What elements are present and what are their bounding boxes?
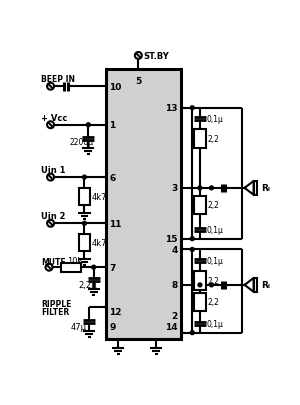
Text: 0,1μ: 0,1μ: [206, 226, 223, 234]
Text: 4k7: 4k7: [92, 192, 107, 201]
Text: ST.BY: ST.BY: [144, 52, 169, 61]
Text: 4: 4: [171, 245, 178, 254]
Bar: [106, 70, 181, 339]
Circle shape: [190, 248, 194, 252]
Polygon shape: [244, 278, 253, 292]
Circle shape: [210, 283, 213, 287]
Text: MUTE: MUTE: [41, 258, 66, 266]
Bar: [194, 130, 206, 149]
Circle shape: [190, 331, 194, 335]
Circle shape: [198, 186, 202, 190]
Text: 6: 6: [109, 173, 115, 182]
Text: Uin 1: Uin 1: [41, 166, 66, 175]
Bar: [194, 271, 206, 290]
Bar: [254, 181, 257, 195]
Text: Uin 2: Uin 2: [41, 211, 66, 221]
Circle shape: [82, 176, 86, 179]
Text: 14: 14: [165, 322, 178, 331]
Text: Rₗ: Rₗ: [262, 184, 270, 193]
Circle shape: [210, 186, 213, 190]
Circle shape: [190, 107, 194, 111]
Circle shape: [92, 266, 96, 269]
Text: 0,1μ: 0,1μ: [206, 256, 223, 265]
Text: 7: 7: [109, 263, 116, 272]
Bar: [254, 278, 257, 292]
Text: 1: 1: [109, 121, 115, 130]
Text: 2,2: 2,2: [208, 298, 220, 307]
Text: 4k7: 4k7: [92, 239, 107, 247]
Text: RIPPLE: RIPPLE: [41, 299, 72, 308]
Circle shape: [190, 237, 194, 241]
Text: BEEP IN: BEEP IN: [41, 75, 75, 84]
Text: 0,1μ: 0,1μ: [206, 319, 223, 328]
Text: FILTER: FILTER: [41, 307, 70, 316]
Text: 5: 5: [135, 77, 142, 85]
Bar: [79, 188, 90, 205]
Circle shape: [198, 283, 202, 287]
Text: 8: 8: [171, 281, 178, 290]
Polygon shape: [244, 181, 253, 195]
Text: 2,2μ: 2,2μ: [78, 280, 97, 289]
Text: 3: 3: [171, 184, 178, 193]
Bar: [79, 234, 90, 252]
Text: 0,1μ: 0,1μ: [206, 115, 223, 124]
Text: 10: 10: [109, 83, 122, 92]
Text: 13: 13: [165, 104, 178, 113]
Circle shape: [82, 222, 86, 226]
Text: 9: 9: [109, 322, 116, 331]
Text: 10k: 10k: [67, 256, 82, 265]
Text: 2,2: 2,2: [208, 276, 220, 285]
Bar: [194, 196, 206, 215]
Text: 11: 11: [109, 219, 122, 228]
Text: 2,2: 2,2: [208, 201, 220, 210]
Bar: [194, 293, 206, 311]
Bar: [61, 263, 81, 272]
Circle shape: [86, 124, 90, 127]
Text: Rₗ: Rₗ: [262, 281, 270, 290]
Text: 47μ: 47μ: [70, 322, 87, 331]
Text: + Vcc: + Vcc: [41, 113, 68, 122]
Text: 2,2: 2,2: [208, 135, 220, 144]
Text: 2: 2: [171, 311, 178, 320]
Text: 2200μ: 2200μ: [70, 138, 94, 147]
Text: 15: 15: [165, 234, 178, 243]
Text: 12: 12: [109, 307, 122, 316]
